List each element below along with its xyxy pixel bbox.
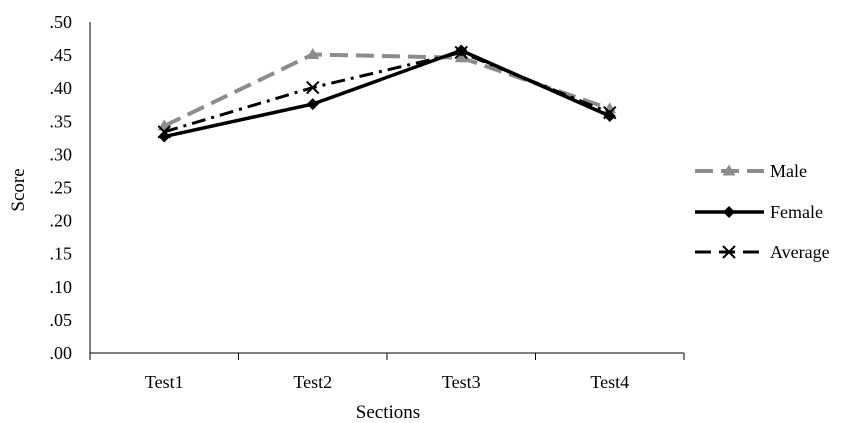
legend-item-female: Female (695, 202, 823, 222)
legend-label-male: Male (770, 161, 807, 181)
legend-marker-average (722, 245, 736, 259)
y-tick-label: .50 (50, 12, 73, 32)
series-line-average (163, 50, 611, 134)
data-point-male (306, 47, 320, 59)
data-point-average-stroke-b (157, 125, 171, 139)
legend-label-average: Average (770, 242, 830, 262)
x-tick-label: Test3 (442, 372, 481, 392)
series-layer (157, 44, 617, 143)
y-tick-label: .25 (50, 178, 73, 198)
legend-marker-male (722, 164, 736, 176)
data-point-average (157, 125, 171, 139)
y-tick-label: .20 (50, 211, 73, 231)
y-tick-label: .45 (50, 45, 73, 65)
y-tick-label: .30 (50, 144, 73, 164)
data-point-female (306, 98, 319, 111)
series-line-female (163, 48, 611, 139)
data-point-average (306, 80, 320, 95)
x-tick-label: Test4 (590, 372, 629, 392)
y-tick-label: .40 (50, 78, 73, 98)
series-line-male (163, 52, 611, 128)
legend-item-male: Male (695, 161, 807, 181)
x-axis: Test1 Test2 Test3 Test4 (89, 352, 685, 392)
legend: Male Female Average (695, 161, 830, 262)
y-tick-label: .15 (50, 244, 73, 264)
x-tick-label: Test2 (293, 372, 332, 392)
y-tick-label: .35 (50, 111, 73, 131)
y-tick-label: .00 (50, 343, 73, 363)
y-axis: .00 .05 .10 .15 .20 .25 .30 .35 .40 .45 .50 (50, 12, 91, 363)
data-point-average (603, 105, 617, 120)
x-tick-label: Test1 (145, 372, 184, 392)
data-point-average-stroke-b (306, 80, 320, 95)
legend-marker-average-stroke-b (722, 245, 736, 259)
y-tick-label: .10 (50, 277, 73, 297)
data-point-male (454, 51, 468, 63)
series-average (157, 45, 617, 139)
legend-label-female: Female (770, 202, 823, 222)
legend-item-average: Average (695, 242, 830, 262)
data-point-average-stroke-b (603, 105, 617, 120)
y-tick-label: .05 (50, 310, 73, 330)
data-point-average-stroke-b (454, 45, 468, 60)
series-female (158, 44, 616, 143)
x-axis-title: Sections (356, 402, 420, 423)
y-axis-title: Score (8, 168, 29, 211)
data-point-average (454, 45, 468, 60)
legend-marker-female (723, 206, 735, 218)
